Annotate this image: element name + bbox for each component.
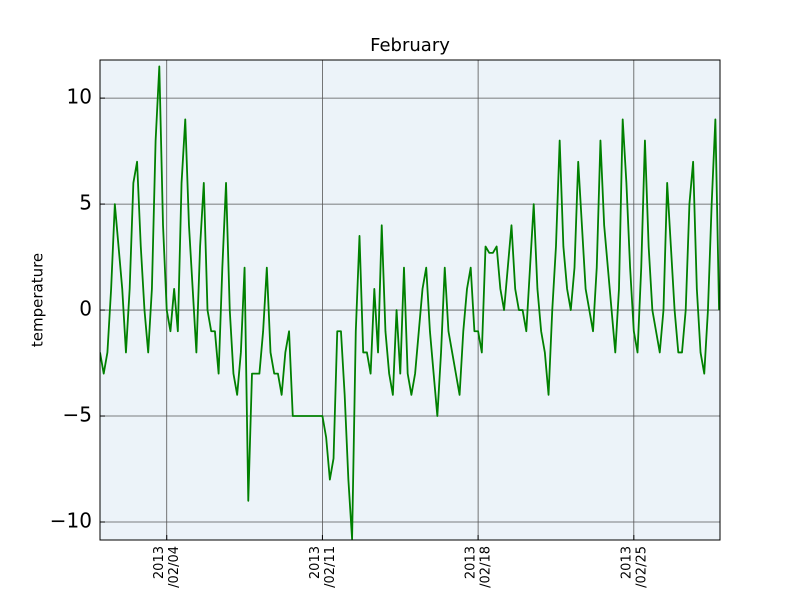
x-tick-label: 2013/02/18 bbox=[463, 546, 493, 588]
y-tick-label: 0 bbox=[79, 297, 92, 321]
plot-background bbox=[100, 60, 720, 540]
y-tick-label: 10 bbox=[67, 85, 92, 109]
x-tick-label: 2013/02/11 bbox=[307, 546, 337, 588]
y-tick-label: −5 bbox=[63, 403, 92, 427]
y-axis-label: temperature bbox=[29, 253, 47, 347]
chart-title: February bbox=[370, 35, 450, 56]
x-tick-label: 2013/02/04 bbox=[152, 546, 182, 588]
y-tick-label: −10 bbox=[50, 508, 92, 532]
plot-frame bbox=[99, 59, 721, 541]
data-line bbox=[100, 65, 720, 540]
y-tick-label: 5 bbox=[79, 191, 92, 215]
x-tick-label: 2013/02/25 bbox=[619, 546, 649, 588]
